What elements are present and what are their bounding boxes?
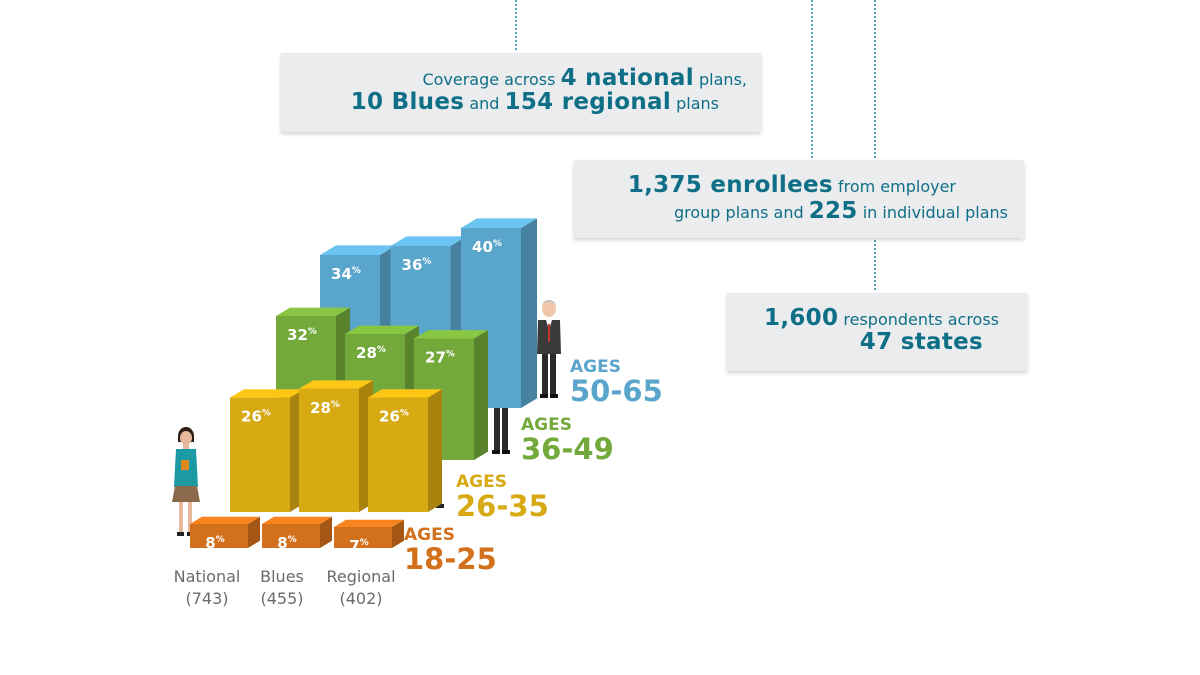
states-count: 47 states — [859, 329, 983, 355]
series-label-range: 26-35 — [456, 489, 549, 523]
series-ages-18-25: 8% 8% 7% — [190, 516, 404, 555]
national-plans-count: 4 national — [560, 65, 694, 91]
respondents-callout: 1,600 respondents across 47 states — [727, 293, 1027, 371]
data-label: 34% — [331, 265, 361, 283]
bar-top — [334, 519, 404, 527]
bar-18-25-blues: 8% — [262, 516, 332, 552]
coverage-text: plans, — [693, 70, 747, 89]
bar-side — [428, 389, 442, 512]
bar-side — [392, 519, 404, 548]
bar-18-25-regional: 7% — [334, 519, 404, 555]
respondents-text: respondents across — [838, 310, 999, 329]
data-label: 7% — [349, 537, 368, 555]
enrollees-line-1: 1,375 enrollees from employer — [628, 174, 956, 198]
category-name: Blues — [260, 567, 304, 586]
bar-26-35-national: 26% — [230, 389, 304, 512]
bar-side — [320, 516, 332, 548]
person-illustration-older-man — [537, 300, 561, 398]
regional-plans-count: 154 regional — [504, 89, 672, 115]
coverage-callout: Coverage across 4 national plans, 10 Blu… — [281, 53, 761, 132]
category-count: (402) — [339, 589, 383, 608]
series-label-range: 18-25 — [404, 542, 497, 576]
enrollees-text: group plans and — [673, 203, 809, 222]
person-illustration-young-woman — [172, 427, 200, 536]
series-label-top: AGES — [570, 357, 621, 377]
enrollees-text: from employer — [832, 177, 956, 196]
bar-top — [262, 516, 332, 524]
bar-top — [320, 245, 396, 255]
series-label-top: AGES — [404, 525, 455, 545]
bar-26-35-blues: 28% — [299, 380, 373, 512]
category-label-regional: Regional (402) — [316, 566, 406, 610]
bar-front — [368, 397, 428, 512]
bar-top — [461, 218, 537, 228]
data-label: 26% — [241, 408, 271, 426]
bar-front — [299, 388, 359, 512]
coverage-text: and — [464, 94, 505, 113]
category-label-national: National (743) — [167, 566, 247, 610]
respondents-line-2: 47 states — [860, 331, 983, 355]
series-label-range: 50-65 — [570, 374, 663, 408]
data-label: 32% — [287, 326, 317, 344]
data-label: 27% — [425, 349, 455, 367]
data-label: 36% — [402, 256, 432, 274]
respondents-line-1: 1,600 respondents across — [764, 307, 999, 331]
respondents-count: 1,600 — [764, 305, 839, 331]
coverage-line-2: 10 Blues and 154 regional plans — [351, 91, 719, 115]
bar-top — [368, 389, 442, 398]
coverage-text: plans — [671, 94, 719, 113]
series-label-top: AGES — [521, 415, 572, 435]
connector-line-coverage — [515, 0, 517, 50]
coverage-line-1: Coverage across 4 national plans, — [422, 67, 747, 91]
bar-top — [230, 389, 304, 398]
employer-enrollees-count: 1,375 enrollees — [627, 172, 833, 198]
bar-top — [345, 325, 419, 334]
category-label-blues: Blues (455) — [242, 566, 322, 610]
bar-top — [390, 236, 467, 246]
blues-plans-count: 10 Blues — [350, 89, 465, 115]
bar-side — [474, 330, 488, 460]
bar-side — [521, 218, 537, 408]
bar-18-25-national: 8% — [190, 516, 260, 552]
enrollees-line-2: group plans and 225 in individual plans — [674, 200, 1008, 224]
connector-line-respondents — [874, 0, 876, 290]
enrollees-text: in individual plans — [857, 203, 1008, 222]
bar-front — [230, 397, 290, 512]
bar-front — [262, 524, 320, 548]
bar-side — [248, 516, 260, 548]
series-label-range: 36-49 — [521, 432, 614, 466]
bar-front — [190, 524, 248, 548]
category-name: National — [173, 567, 241, 586]
data-label: 28% — [356, 344, 386, 362]
enrollees-callout: 1,375 enrollees from employer group plan… — [574, 160, 1024, 238]
category-count: (743) — [185, 589, 229, 608]
category-count: (455) — [260, 589, 304, 608]
coverage-text: Coverage across — [422, 70, 561, 89]
data-label: 26% — [379, 408, 409, 426]
bar-top — [190, 516, 260, 524]
data-label: 8% — [277, 534, 296, 552]
individual-enrollees-count: 225 — [808, 198, 858, 224]
series-label-top: AGES — [456, 472, 507, 492]
connector-line-enrollees — [811, 0, 813, 158]
bar-26-35-regional: 26% — [368, 389, 442, 512]
bar-top — [276, 307, 350, 316]
data-label: 8% — [205, 534, 224, 552]
series-ages-26-35: 26% 28% 26% — [230, 380, 442, 512]
bar-top — [414, 330, 488, 339]
category-name: Regional — [326, 567, 396, 586]
data-label: 28% — [310, 399, 340, 417]
data-label: 40% — [472, 238, 502, 256]
bar-top — [299, 380, 373, 389]
bar-front — [334, 527, 392, 548]
